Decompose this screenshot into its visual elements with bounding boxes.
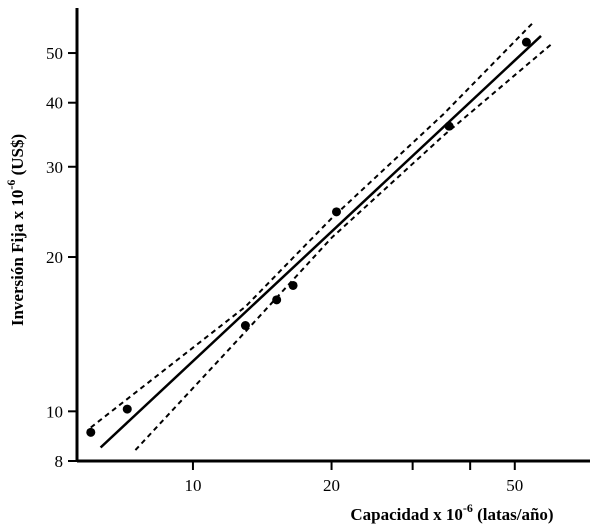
x-tick-label: 10 (184, 476, 201, 495)
regression-fit-line (99, 34, 542, 449)
tick-labels: 8 10 20 30 40 50 10 20 50 (46, 44, 523, 495)
lower-confidence-band-line (134, 43, 552, 451)
y-tick-label: 10 (46, 402, 63, 421)
x-axis-title: Capacidad x 10-6 (latas/año) (350, 501, 553, 524)
data-point (288, 280, 298, 290)
y-axis-title-unit: (US$) (8, 134, 27, 180)
axes (75, 8, 590, 463)
tick-marks (68, 52, 516, 470)
upper-confidence-band-line (90, 21, 535, 429)
data-points (86, 37, 531, 437)
x-tick-label: 50 (506, 476, 523, 495)
data-point (444, 121, 454, 131)
x-axis-title-unit: (latas/año) (473, 505, 554, 524)
data-point (122, 404, 132, 414)
x-axis-title-exponent: -6 (463, 501, 473, 515)
y-axis-title-exponent: -6 (4, 180, 18, 190)
data-point (86, 427, 96, 437)
data-point (272, 295, 282, 305)
confidence-bands (90, 21, 552, 451)
y-tick-label: 30 (46, 158, 63, 177)
y-axis-title: Inversión Fija x 10-6 (US$) (4, 134, 27, 326)
y-tick-label: 8 (55, 452, 64, 471)
data-point (240, 321, 250, 331)
y-tick-label: 40 (46, 94, 63, 113)
x-axis-title-main: Capacidad x 10 (350, 505, 462, 524)
y-tick-label: 20 (46, 248, 63, 267)
data-point (521, 37, 531, 47)
data-point (331, 207, 341, 217)
x-tick-label: 20 (323, 476, 340, 495)
y-tick-label: 50 (46, 44, 63, 63)
regression-fit (99, 34, 542, 449)
y-axis-title-main: Inversión Fija x 10 (8, 190, 27, 326)
